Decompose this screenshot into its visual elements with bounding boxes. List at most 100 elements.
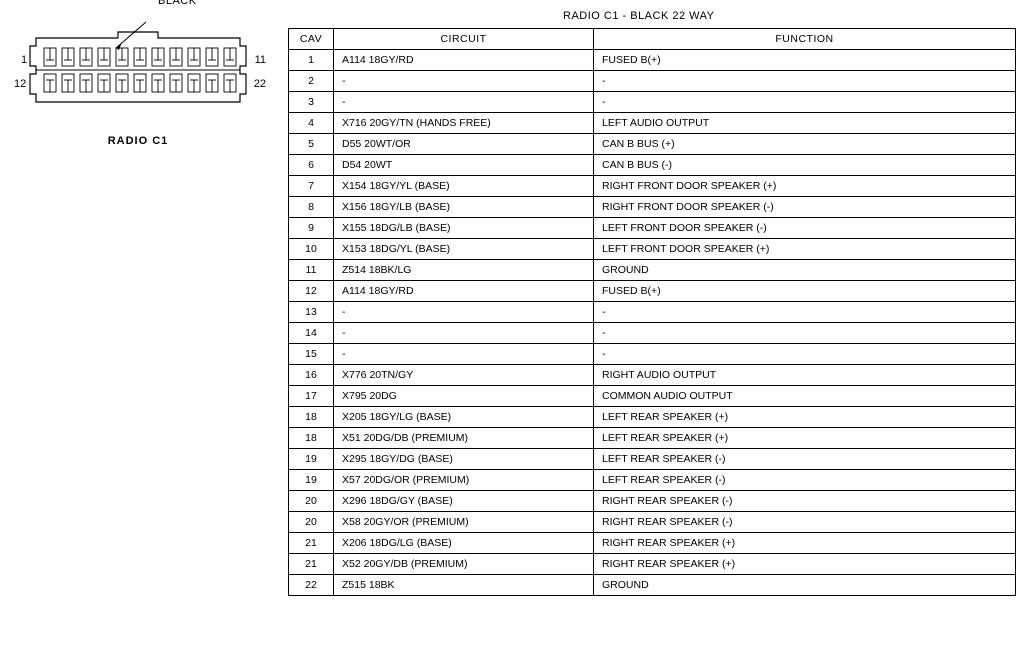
cell-circuit: X155 18DG/LB (BASE) [334,218,594,239]
cell-cav: 14 [289,323,334,344]
cell-cav: 15 [289,344,334,365]
cell-cav: 16 [289,365,334,386]
table-row: 7X154 18GY/YL (BASE)RIGHT FRONT DOOR SPE… [289,176,1016,197]
col-header-function: FUNCTION [594,29,1016,50]
table-row: 19X57 20DG/OR (PREMIUM)LEFT REAR SPEAKER… [289,470,1016,491]
cell-function: FUSED B(+) [594,281,1016,302]
cell-cav: 19 [289,449,334,470]
cell-circuit: X795 20DG [334,386,594,407]
cell-circuit: D54 20WT [334,155,594,176]
table-row: 8X156 18GY/LB (BASE)RIGHT FRONT DOOR SPE… [289,197,1016,218]
table-row: 11Z514 18BK/LGGROUND [289,260,1016,281]
table-row: 10X153 18DG/YL (BASE)LEFT FRONT DOOR SPE… [289,239,1016,260]
cell-cav: 19 [289,470,334,491]
cell-cav: 22 [289,575,334,596]
cell-circuit: X205 18GY/LG (BASE) [334,407,594,428]
table-row: 20X58 20GY/OR (PREMIUM)RIGHT REAR SPEAKE… [289,512,1016,533]
table-row: 19X295 18GY/DG (BASE)LEFT REAR SPEAKER (… [289,449,1016,470]
pinout-table-panel: RADIO C1 - BLACK 22 WAY CAV CIRCUIT FUNC… [288,10,1016,596]
cell-function: RIGHT AUDIO OUTPUT [594,365,1016,386]
table-row: 14-- [289,323,1016,344]
cell-function: RIGHT REAR SPEAKER (+) [594,554,1016,575]
table-header-row: CAV CIRCUIT FUNCTION [289,29,1016,50]
cell-cav: 13 [289,302,334,323]
pinout-table: CAV CIRCUIT FUNCTION 1A114 18GY/RDFUSED … [288,28,1016,596]
table-row: 5D55 20WT/ORCAN B BUS (+) [289,134,1016,155]
table-row: 9X155 18DG/LB (BASE)LEFT FRONT DOOR SPEA… [289,218,1016,239]
pin-label-11: 11 [255,54,266,66]
table-row: 6D54 20WTCAN B BUS (-) [289,155,1016,176]
cell-circuit: X57 20DG/OR (PREMIUM) [334,470,594,491]
pin-label-1: 1 [21,54,27,66]
cell-circuit: - [334,302,594,323]
cell-cav: 21 [289,554,334,575]
cell-circuit: - [334,344,594,365]
cell-circuit: X58 20GY/OR (PREMIUM) [334,512,594,533]
cell-cav: 20 [289,512,334,533]
cell-function: LEFT FRONT DOOR SPEAKER (-) [594,218,1016,239]
cell-function: RIGHT REAR SPEAKER (-) [594,512,1016,533]
cell-function: - [594,344,1016,365]
table-row: 13-- [289,302,1016,323]
cell-cav: 17 [289,386,334,407]
cell-cav: 11 [289,260,334,281]
cell-function: RIGHT REAR SPEAKER (+) [594,533,1016,554]
connector-svg: 1 11 12 22 [28,28,248,113]
cell-circuit: X296 18DG/GY (BASE) [334,491,594,512]
cell-cav: 3 [289,92,334,113]
table-row: 4X716 20GY/TN (HANDS FREE)LEFT AUDIO OUT… [289,113,1016,134]
cell-circuit: - [334,71,594,92]
callout-color-label: BLACK [158,0,197,7]
table-row: 21X206 18DG/LG (BASE)RIGHT REAR SPEAKER … [289,533,1016,554]
cell-circuit: Z515 18BK [334,575,594,596]
connector-name-label: RADIO C1 [8,135,268,147]
table-row: 2-- [289,71,1016,92]
cell-cav: 21 [289,533,334,554]
cell-cav: 9 [289,218,334,239]
table-row: 3-- [289,92,1016,113]
cell-circuit: A114 18GY/RD [334,50,594,71]
cell-function: - [594,323,1016,344]
cell-circuit: X716 20GY/TN (HANDS FREE) [334,113,594,134]
table-row: 20X296 18DG/GY (BASE)RIGHT REAR SPEAKER … [289,491,1016,512]
cell-function: LEFT REAR SPEAKER (+) [594,407,1016,428]
cell-function: COMMON AUDIO OUTPUT [594,386,1016,407]
cell-function: CAN B BUS (+) [594,134,1016,155]
col-header-circuit: CIRCUIT [334,29,594,50]
cell-function: LEFT REAR SPEAKER (-) [594,470,1016,491]
table-row: 17X795 20DGCOMMON AUDIO OUTPUT [289,386,1016,407]
cell-circuit: X206 18DG/LG (BASE) [334,533,594,554]
cell-function: FUSED B(+) [594,50,1016,71]
table-row: 16X776 20TN/GYRIGHT AUDIO OUTPUT [289,365,1016,386]
cell-cav: 2 [289,71,334,92]
cell-circuit: X776 20TN/GY [334,365,594,386]
cell-circuit: Z514 18BK/LG [334,260,594,281]
cell-function: - [594,302,1016,323]
cell-function: LEFT AUDIO OUTPUT [594,113,1016,134]
table-row: 12A114 18GY/RDFUSED B(+) [289,281,1016,302]
cell-function: RIGHT REAR SPEAKER (-) [594,491,1016,512]
cell-circuit: - [334,92,594,113]
table-row: 22Z515 18BKGROUND [289,575,1016,596]
table-title: RADIO C1 - BLACK 22 WAY [563,10,1016,22]
cell-function: GROUND [594,260,1016,281]
cell-cav: 1 [289,50,334,71]
table-row: 18X51 20DG/DB (PREMIUM)LEFT REAR SPEAKER… [289,428,1016,449]
pin-label-22: 22 [254,78,266,90]
cell-function: RIGHT FRONT DOOR SPEAKER (-) [594,197,1016,218]
cell-function: CAN B BUS (-) [594,155,1016,176]
cell-circuit: X153 18DG/YL (BASE) [334,239,594,260]
cell-circuit: X51 20DG/DB (PREMIUM) [334,428,594,449]
cell-circuit: - [334,323,594,344]
cell-cav: 4 [289,113,334,134]
cell-function: GROUND [594,575,1016,596]
cell-cav: 18 [289,428,334,449]
cell-function: LEFT REAR SPEAKER (-) [594,449,1016,470]
cell-function: - [594,71,1016,92]
cell-circuit: X295 18GY/DG (BASE) [334,449,594,470]
pin-label-12: 12 [14,78,26,90]
cell-cav: 20 [289,491,334,512]
cell-function: - [594,92,1016,113]
table-row: 21X52 20GY/DB (PREMIUM)RIGHT REAR SPEAKE… [289,554,1016,575]
cell-cav: 18 [289,407,334,428]
